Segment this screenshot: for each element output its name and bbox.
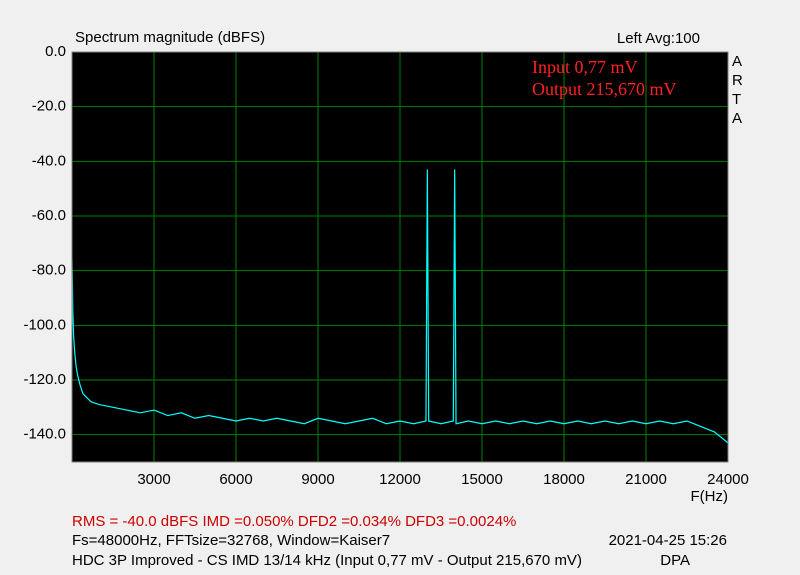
chart-title: Spectrum magnitude (dBFS)	[75, 29, 265, 46]
x-tick-label: 21000	[625, 471, 667, 488]
y-tick-label: -80.0	[32, 262, 66, 279]
x-tick-label: 24000	[707, 471, 749, 488]
watermark: ARTA	[732, 53, 743, 127]
x-tick-label: 12000	[379, 471, 421, 488]
footer-text: DPA	[660, 552, 690, 569]
plot-border	[71, 51, 729, 463]
y-tick-label: -60.0	[32, 207, 66, 224]
x-tick-label: 9000	[301, 471, 334, 488]
y-tick-label: -20.0	[32, 98, 66, 115]
channel-info: Left Avg:100	[617, 30, 700, 47]
x-tick-label: 18000	[543, 471, 585, 488]
y-tick-label: -40.0	[32, 152, 66, 169]
x-tick-label: 15000	[461, 471, 503, 488]
annotation: Output 215,670 mV	[532, 79, 677, 99]
footer-text: 2021-04-25 15:26	[609, 532, 727, 549]
x-tick-label: 3000	[137, 471, 170, 488]
footer-text: Fs=48000Hz, FFTsize=32768, Window=Kaiser…	[72, 532, 390, 549]
y-tick-label: 0.0	[45, 43, 66, 60]
y-tick-label: -120.0	[23, 371, 66, 388]
x-axis-label: F(Hz)	[691, 488, 729, 505]
spectrum-line	[71, 169, 729, 444]
footer-text: RMS = -40.0 dBFS IMD =0.050% DFD2 =0.034…	[72, 513, 516, 530]
y-tick-label: -100.0	[23, 316, 66, 333]
footer-text: HDC 3P Improved - CS IMD 13/14 kHz (Inpu…	[72, 552, 582, 569]
y-tick-label: -140.0	[23, 426, 66, 443]
x-tick-label: 6000	[219, 471, 252, 488]
annotation: Input 0,77 mV	[532, 57, 638, 77]
